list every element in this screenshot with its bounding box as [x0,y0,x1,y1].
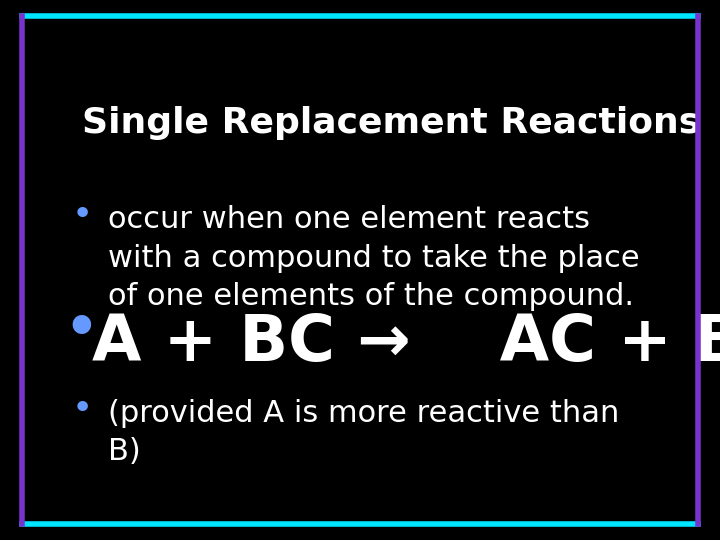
Text: •: • [72,392,93,426]
Text: occur when one element reacts
with a compound to take the place
of one elements : occur when one element reacts with a com… [108,205,640,311]
Text: (provided A is more reactive than
B): (provided A is more reactive than B) [108,399,620,467]
Text: •: • [72,198,93,232]
Text: •: • [62,300,99,362]
Text: A + BC →    AC + B: A + BC → AC + B [91,312,720,374]
Text: Single Replacement Reactions: Single Replacement Reactions [82,106,700,140]
